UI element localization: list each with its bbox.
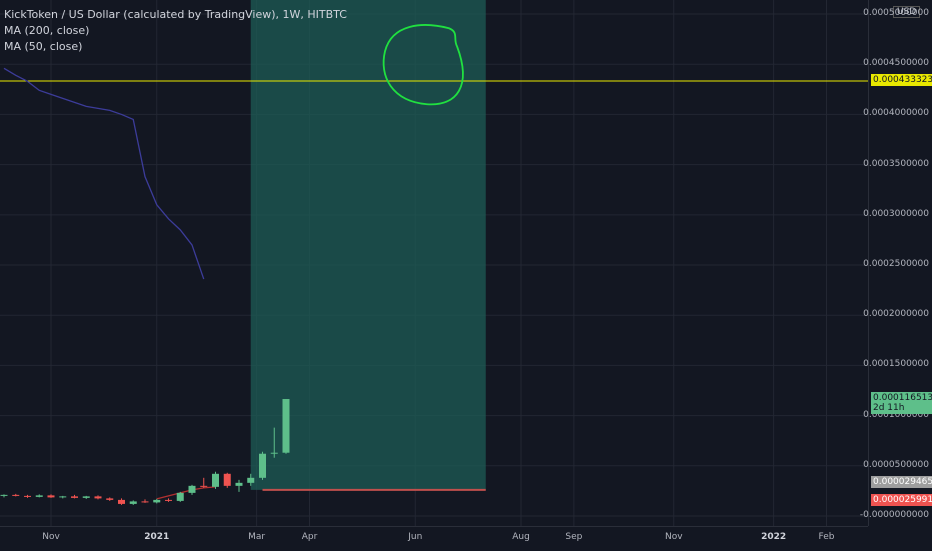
- time-tick: Apr: [301, 532, 318, 542]
- candle-body: [200, 485, 208, 487]
- candle-body: [188, 485, 196, 493]
- price-label-countdown: 2d 11h: [873, 403, 905, 413]
- candle-body: [247, 477, 255, 483]
- ma50-line: [156, 486, 216, 500]
- price-tick: 0.0001500000: [863, 359, 929, 370]
- ma200-legend: MA (200, close): [4, 24, 90, 37]
- price-tick: 0.0001000000: [863, 409, 929, 420]
- price-tick: 0.0002500000: [863, 259, 929, 269]
- candle-body: [282, 399, 290, 453]
- chart-area[interactable]: KickToken / US Dollar (calculated by Tra…: [0, 0, 868, 526]
- time-tick: 2021: [144, 532, 170, 542]
- shaded-zone-rect: [250, 0, 486, 490]
- candle-body: [176, 492, 184, 501]
- price-tick: 0.0004500000: [863, 58, 929, 69]
- drawn-circle-mark: [382, 24, 464, 106]
- price-tick: 0.0004000000: [863, 108, 929, 119]
- chart-canvas: [0, 0, 868, 526]
- candle-body: [71, 496, 78, 498]
- drawn-circle[interactable]: [382, 24, 464, 106]
- candle-body: [129, 501, 137, 504]
- price-tick: 0.0003500000: [863, 158, 929, 169]
- shaded-zone: [250, 0, 486, 491]
- price-tick: -0.0000000000: [859, 509, 929, 520]
- candle-body: [141, 501, 149, 503]
- moving-averages: [3, 67, 216, 500]
- time-tick: Nov: [664, 532, 683, 542]
- time-tick: Nov: [42, 532, 60, 542]
- time-axis[interactable]: Nov 2021 Mar Apr Jun Aug Sep Nov 2022 Feb: [0, 526, 868, 551]
- candle-body: [106, 498, 114, 500]
- candle-body: [0, 494, 8, 496]
- candle-body: [270, 452, 278, 454]
- candle-body: [59, 496, 67, 498]
- candle-body: [165, 499, 172, 501]
- ma200-line: [3, 67, 205, 280]
- candles: [0, 399, 290, 505]
- price-label: 0.0000259917: [871, 493, 932, 506]
- candle-body: [24, 495, 31, 497]
- price-tick: 0.0002000000: [863, 309, 929, 320]
- time-tick: Jun: [408, 532, 423, 542]
- time-tick: Feb: [818, 532, 835, 542]
- price-axis[interactable]: USD 0.0005000000 0.0004500000 0.0004000000…: [860, 0, 932, 526]
- price-tick: 0.0005000000: [863, 8, 929, 19]
- candle-body: [82, 496, 90, 498]
- ma50-legend: MA (50, close): [4, 40, 83, 53]
- price-label-value: 0.0001165136: [873, 393, 932, 403]
- price-tick: 0.0003000000: [863, 208, 929, 219]
- price-label-value: 0.0000259917: [873, 494, 932, 505]
- time-tick: Aug: [512, 532, 530, 542]
- candle-body: [94, 496, 102, 499]
- currency-unit[interactable]: USD: [893, 6, 921, 18]
- candle-body: [223, 473, 231, 486]
- candle-body: [212, 473, 219, 487]
- price-label-value: 0.0004333234: [873, 74, 932, 85]
- candle-body: [235, 482, 243, 486]
- candle-body: [35, 495, 43, 497]
- candle-body: [153, 499, 161, 503]
- time-tick: 2022: [761, 532, 787, 542]
- time-tick: Sep: [565, 532, 583, 542]
- price-label-value: 0.0000294658: [873, 477, 932, 488]
- price-label: 0.0000294658: [871, 476, 932, 489]
- price-label: 0.00011651362d 11h: [871, 392, 932, 414]
- candle-body: [118, 499, 125, 504]
- candle-body: [47, 495, 55, 498]
- candle-body: [12, 494, 20, 496]
- symbol-title: KickToken / US Dollar (calculated by Tra…: [4, 8, 347, 21]
- price-label: 0.0004333234: [871, 73, 932, 86]
- time-tick: Mar: [248, 532, 266, 542]
- price-tick: 0.0000500000: [863, 459, 929, 470]
- candle-body: [259, 453, 266, 478]
